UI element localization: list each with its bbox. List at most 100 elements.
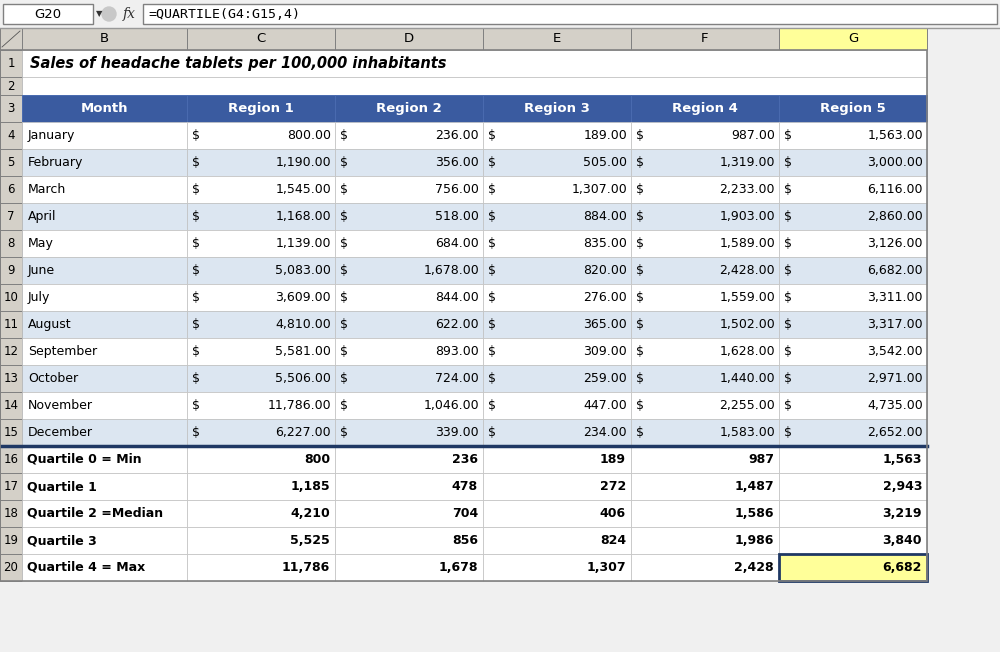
Bar: [631, 311, 779, 338]
Bar: [187, 392, 335, 419]
Text: 11,786: 11,786: [282, 561, 330, 574]
Bar: [335, 257, 483, 284]
Text: 17: 17: [4, 480, 18, 493]
Text: 4,210: 4,210: [290, 507, 330, 520]
Bar: [22, 527, 187, 554]
Bar: [483, 527, 631, 554]
Bar: [483, 122, 631, 149]
Text: $: $: [192, 129, 200, 142]
Text: 356.00: 356.00: [435, 156, 479, 169]
Text: September: September: [28, 345, 97, 358]
Text: 3,126.00: 3,126.00: [868, 237, 923, 250]
Bar: [631, 473, 779, 500]
Text: $: $: [340, 264, 348, 277]
Text: Region 2: Region 2: [376, 102, 442, 115]
Bar: [0, 50, 22, 77]
Text: $: $: [488, 210, 496, 223]
Text: July: July: [28, 291, 50, 304]
Text: 1,168.00: 1,168.00: [275, 210, 331, 223]
Text: August: August: [28, 318, 72, 331]
Bar: [22, 554, 187, 581]
Text: 3: 3: [7, 102, 15, 115]
Text: Sales of headache tablets per 100,000 inhabitants: Sales of headache tablets per 100,000 in…: [30, 56, 446, 71]
Bar: [483, 95, 631, 122]
Text: 756.00: 756.00: [435, 183, 479, 196]
Bar: [779, 527, 927, 554]
Text: $: $: [636, 426, 644, 439]
Text: 236: 236: [452, 453, 478, 466]
Bar: [187, 230, 335, 257]
Bar: [335, 446, 483, 473]
Text: 447.00: 447.00: [583, 399, 627, 412]
Text: $: $: [784, 399, 792, 412]
Text: 1,307.00: 1,307.00: [571, 183, 627, 196]
Text: Quartile 4 = Max: Quartile 4 = Max: [27, 561, 145, 574]
Text: $: $: [192, 264, 200, 277]
Bar: [483, 419, 631, 446]
Bar: [631, 257, 779, 284]
Text: 800.00: 800.00: [287, 129, 331, 142]
Bar: [0, 284, 22, 311]
Text: 1,903.00: 1,903.00: [719, 210, 775, 223]
Text: 1,545.00: 1,545.00: [275, 183, 331, 196]
Bar: [0, 365, 22, 392]
Text: C: C: [256, 33, 266, 46]
Bar: [483, 230, 631, 257]
Text: $: $: [784, 183, 792, 196]
Text: $: $: [488, 264, 496, 277]
Bar: [779, 203, 927, 230]
Text: 12: 12: [4, 345, 18, 358]
Bar: [631, 176, 779, 203]
Text: 189.00: 189.00: [583, 129, 627, 142]
Text: $: $: [784, 210, 792, 223]
Text: 884.00: 884.00: [583, 210, 627, 223]
Text: 800: 800: [304, 453, 330, 466]
Text: 309.00: 309.00: [583, 345, 627, 358]
Bar: [187, 176, 335, 203]
Text: 5: 5: [7, 156, 15, 169]
Text: 3,542.00: 3,542.00: [867, 345, 923, 358]
Text: 234.00: 234.00: [583, 426, 627, 439]
Text: $: $: [784, 318, 792, 331]
Bar: [0, 338, 22, 365]
Text: March: March: [28, 183, 66, 196]
Text: 856: 856: [452, 534, 478, 547]
Text: 4,735.00: 4,735.00: [867, 399, 923, 412]
Text: 3,609.00: 3,609.00: [275, 291, 331, 304]
Text: 893.00: 893.00: [435, 345, 479, 358]
Text: Quartile 1: Quartile 1: [27, 480, 97, 493]
Text: 1,440.00: 1,440.00: [719, 372, 775, 385]
Text: $: $: [784, 237, 792, 250]
Text: November: November: [28, 399, 93, 412]
Text: $: $: [636, 183, 644, 196]
Bar: [0, 50, 927, 581]
Bar: [631, 203, 779, 230]
Text: $: $: [192, 345, 200, 358]
Bar: [631, 446, 779, 473]
Text: $: $: [784, 426, 792, 439]
Bar: [22, 419, 187, 446]
Bar: [483, 365, 631, 392]
Text: April: April: [28, 210, 56, 223]
Bar: [483, 338, 631, 365]
Text: 276.00: 276.00: [583, 291, 627, 304]
Text: $: $: [636, 156, 644, 169]
Text: 365.00: 365.00: [583, 318, 627, 331]
Text: $: $: [488, 318, 496, 331]
Bar: [779, 473, 927, 500]
Text: $: $: [636, 237, 644, 250]
Bar: [0, 392, 22, 419]
Text: 2,943: 2,943: [883, 480, 922, 493]
Text: $: $: [636, 264, 644, 277]
Bar: [779, 338, 927, 365]
Circle shape: [102, 7, 116, 21]
Text: $: $: [784, 129, 792, 142]
Text: $: $: [488, 426, 496, 439]
Text: 18: 18: [4, 507, 18, 520]
Text: $: $: [784, 291, 792, 304]
Text: 7: 7: [7, 210, 15, 223]
Bar: [779, 95, 927, 122]
Bar: [779, 554, 927, 581]
Bar: [0, 554, 22, 581]
Bar: [187, 338, 335, 365]
